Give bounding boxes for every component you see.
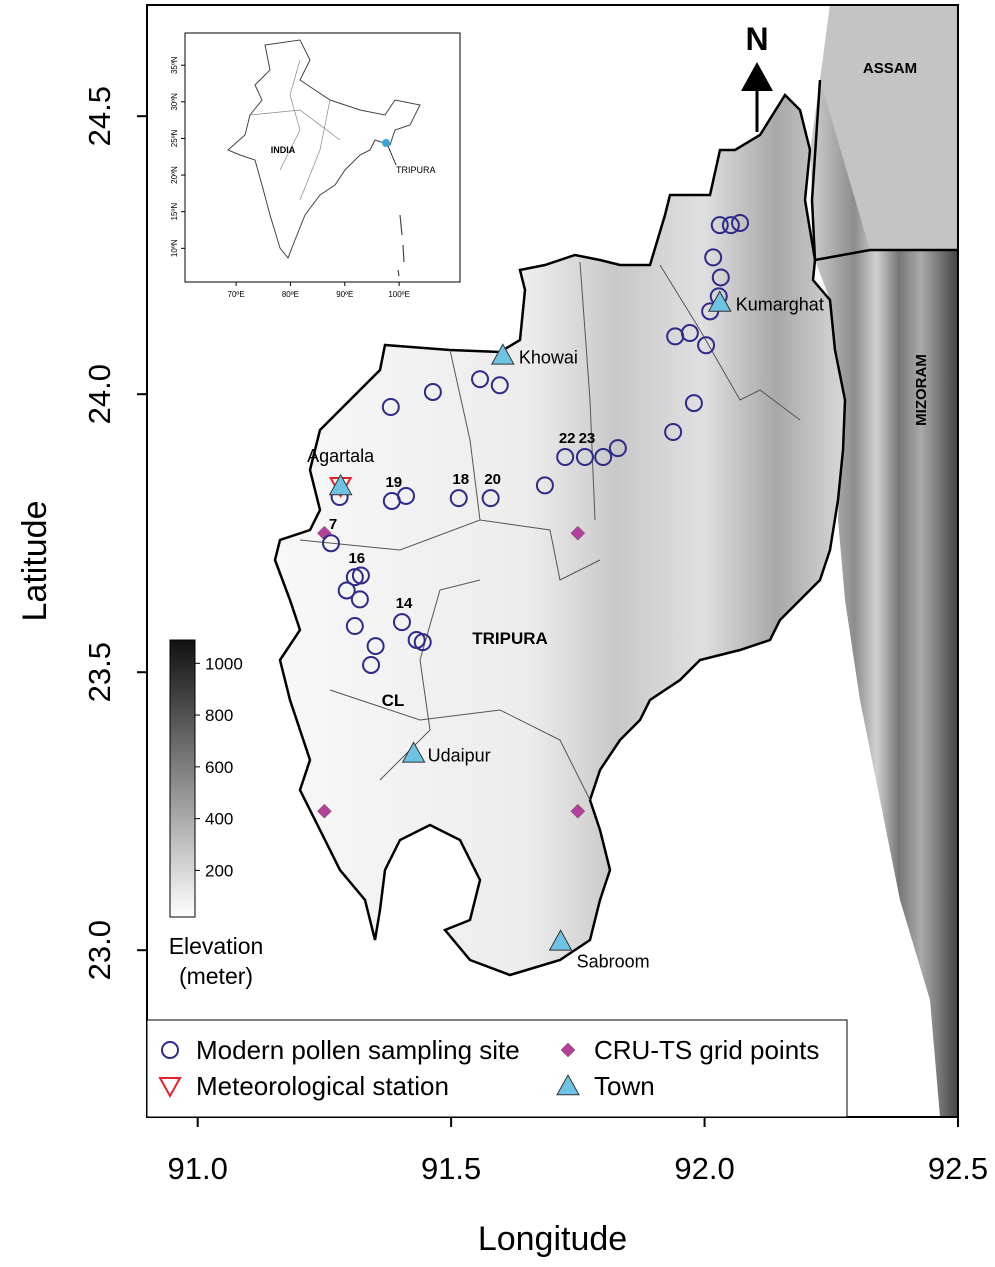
inset-x-tick-label: 90ºE bbox=[336, 290, 353, 299]
town-label: Kumarghat bbox=[736, 294, 824, 314]
x-tick-label: 92.0 bbox=[674, 1151, 734, 1186]
town-label: Khowai bbox=[519, 347, 578, 367]
map-figure: N TRIPURA CL ASSAM MIZORAM INDIA TRIPURA… bbox=[0, 0, 995, 1262]
site-label: 18 bbox=[452, 471, 469, 488]
town-label: Agartala bbox=[307, 446, 375, 466]
town-label: Sabroom bbox=[577, 951, 650, 971]
site-label: 16 bbox=[348, 550, 365, 567]
colorbar-tick-label: 200 bbox=[205, 861, 233, 880]
inset-x-tick-label: 100ºE bbox=[388, 290, 410, 299]
town-label: Udaipur bbox=[428, 745, 491, 765]
site-label: 23 bbox=[579, 430, 596, 447]
x-axis-label: Longitude bbox=[478, 1220, 627, 1258]
tripura-marker bbox=[382, 139, 390, 147]
colorbar-tick-label: 600 bbox=[205, 758, 233, 777]
site-label: 20 bbox=[484, 471, 501, 488]
inset-y-tick-label: 30ºN bbox=[170, 93, 179, 111]
y-tick-label: 23.0 bbox=[82, 920, 117, 980]
region-label: CL bbox=[382, 691, 405, 710]
north-arrow-head bbox=[741, 62, 773, 91]
inset-y-tick-label: 20ºN bbox=[170, 166, 179, 184]
legend-label: CRU-TS grid points bbox=[594, 1035, 819, 1065]
inset-label: INDIA bbox=[271, 145, 296, 155]
site-label: 7 bbox=[329, 516, 337, 533]
colorbar-tick-label: 800 bbox=[205, 706, 233, 725]
inset-y-tick-label: 10ºN bbox=[170, 239, 179, 257]
colorbar-title: (meter) bbox=[179, 963, 253, 989]
site-label: 14 bbox=[396, 595, 413, 612]
x-tick-label: 91.5 bbox=[421, 1151, 481, 1186]
x-tick-label: 92.5 bbox=[928, 1151, 988, 1186]
inset-y-tick-label: 35ºN bbox=[170, 56, 179, 74]
colorbar-title: Elevation bbox=[169, 933, 264, 959]
site-label: 22 bbox=[559, 430, 576, 447]
region-label: TRIPURA bbox=[472, 629, 548, 648]
legend-label: Town bbox=[594, 1071, 655, 1101]
inset-label: TRIPURA bbox=[396, 165, 436, 175]
colorbar-tick-label: 400 bbox=[205, 810, 233, 829]
inset-x-tick-label: 70ºE bbox=[228, 290, 245, 299]
y-tick-label: 24.5 bbox=[82, 86, 117, 146]
region-label: MIZORAM bbox=[913, 354, 930, 426]
site-label: 19 bbox=[385, 474, 402, 491]
north-arrow: N bbox=[741, 21, 773, 132]
inset-x-tick-label: 80ºE bbox=[282, 290, 299, 299]
y-tick-label: 23.5 bbox=[82, 642, 117, 702]
colorbar bbox=[170, 640, 195, 917]
inset-y-tick-label: 25ºN bbox=[170, 129, 179, 147]
y-tick-label: 24.0 bbox=[82, 364, 117, 424]
inset-y-tick-label: 15ºN bbox=[170, 203, 179, 221]
legend-label: Meteorological station bbox=[196, 1071, 449, 1101]
region-label: ASSAM bbox=[863, 60, 917, 77]
colorbar-tick-label: 1000 bbox=[205, 654, 243, 673]
north-label: N bbox=[745, 21, 768, 57]
y-axis-label: Latitude bbox=[16, 501, 54, 622]
x-tick-label: 91.0 bbox=[168, 1151, 228, 1186]
legend-label: Modern pollen sampling site bbox=[196, 1035, 520, 1065]
inset-map: INDIA TRIPURA 70ºE 80ºE 90ºE 100ºE 10ºN 15ºN 2… bbox=[170, 33, 460, 299]
